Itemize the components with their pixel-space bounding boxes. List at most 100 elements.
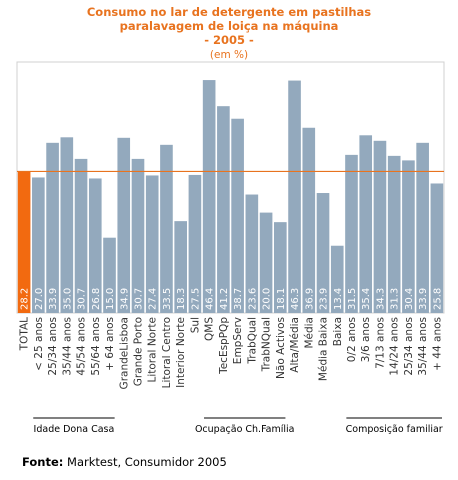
bar (74, 158, 88, 313)
bar-value-label: 27.0 (34, 288, 45, 310)
bar-value-label: 31.3 (390, 288, 401, 310)
source-text: Marktest, Consumidor 2005 (67, 455, 227, 469)
bar (245, 194, 259, 313)
bar-value-label: 18.3 (176, 288, 187, 310)
bar-value-label: 30.4 (404, 288, 415, 310)
category-label: GrandeLisboa (118, 317, 130, 389)
chart-title-line: paralavagem de loiça na máquina (120, 19, 339, 33)
bar-value-label: 18.1 (276, 288, 287, 310)
bar (416, 142, 429, 313)
bar (259, 212, 273, 313)
bar (103, 237, 116, 313)
chart-unit: (em %) (210, 49, 248, 61)
category-label: Litoral Centro (161, 317, 173, 388)
chart-titles: Consumo no lar de detergente em pastilha… (87, 5, 371, 61)
bar (402, 160, 415, 313)
bar-value-label: 27.4 (148, 288, 159, 310)
bar-value-label: 34.9 (119, 288, 130, 310)
category-label: 3/6 anos (360, 317, 372, 362)
bar-value-label: 35.4 (361, 288, 372, 310)
bar (430, 183, 444, 313)
category-label: Baixa (332, 317, 344, 346)
bar (46, 142, 59, 313)
bar-value-label: 23.6 (247, 288, 258, 310)
bar-value-label: 33.9 (418, 288, 429, 310)
bar (316, 193, 330, 313)
category-label: 45/54 anos (76, 317, 88, 376)
group-label: Composição familiar (346, 424, 443, 435)
bar-value-label: 38.7 (233, 288, 244, 310)
category-label: QMS (204, 317, 216, 341)
category-label: 25/34 anos (47, 317, 59, 376)
bar-value-label: 20.0 (262, 288, 273, 310)
category-label: Sul (189, 317, 201, 333)
bar-value-label: 26.8 (91, 288, 102, 310)
bar (32, 177, 45, 313)
category-labels: TOTAL < 25 anos 25/34 anos 35/44 anos 45/54 … (19, 317, 444, 390)
category-label: TrabQual (246, 317, 258, 365)
bar-value-label: 28.2 (20, 288, 31, 310)
bar (88, 178, 102, 313)
category-label: 55/64 anos (90, 317, 102, 376)
category-label: Litoral Norte (147, 317, 159, 383)
category-label: 35/44 anos (417, 317, 429, 376)
bar (231, 118, 244, 313)
bar-value-label: 30.7 (133, 288, 144, 310)
category-label: Interior Norte (175, 317, 187, 388)
bar (217, 106, 230, 314)
bar-value-label: 25.8 (432, 288, 443, 310)
value-labels: 28.2 27.0 33.9 35.0 30.7 26.8 15.0 34.9 30.7 27.4… (20, 288, 444, 310)
category-label: TecEspPQp (218, 317, 230, 375)
bars (17, 80, 444, 314)
bar (359, 135, 373, 313)
chart: Consumo no lar de detergente em pastilha… (16, 5, 445, 435)
bar-value-label: 46.4 (205, 288, 216, 310)
bar (131, 158, 145, 313)
bar (188, 174, 202, 313)
category-label: + 64 anos (104, 317, 116, 371)
bar-value-label: 33.5 (162, 288, 173, 310)
category-label: TOTAL (19, 317, 31, 351)
chart-title-line: Consumo no lar de detergente em pastilha… (87, 5, 371, 19)
bar (373, 140, 387, 313)
bar-value-label: 41.2 (219, 288, 230, 310)
category-label: < 25 anos (33, 317, 45, 371)
category-label: 7/13 anos (374, 317, 386, 369)
group-labels: Idade Dona Casa Ocupação Ch.Família Compos… (33, 417, 443, 435)
category-label: Média (303, 317, 315, 349)
category-label: 14/24 anos (389, 317, 401, 376)
bar (345, 154, 358, 313)
bar (60, 137, 74, 313)
group-label: Idade Dona Casa (34, 424, 115, 435)
bar (302, 127, 316, 313)
source-note: Fonte: Marktest, Consumidor 2005 (22, 455, 227, 469)
bar-value-label: 13.4 (333, 288, 344, 310)
bar (330, 245, 344, 313)
bar-value-label: 15.0 (105, 288, 116, 310)
bar (145, 175, 159, 313)
bar (387, 155, 401, 313)
category-label: + 44 anos (431, 317, 443, 371)
bar (174, 221, 187, 313)
bar (274, 222, 287, 313)
source-label: Fonte: (22, 455, 64, 469)
plot-area (16, 61, 445, 314)
category-label: Grande Porto (132, 317, 144, 386)
bar-value-label: 31.5 (347, 288, 358, 310)
bar-value-label: 35.0 (62, 288, 73, 310)
category-label: 35/44 anos (61, 317, 73, 376)
group-label: Ocupação Ch.Família (195, 424, 295, 435)
bar (160, 144, 173, 313)
bar-value-label: 36.9 (304, 288, 315, 310)
category-label: Alta/Média (289, 317, 301, 373)
chart-title-line: - 2005 - (204, 33, 254, 47)
bar (202, 80, 216, 313)
category-label: TrabNQual (261, 317, 273, 372)
category-label: EmpServ (232, 317, 244, 364)
category-label: 25/34 anos (403, 317, 415, 376)
bar-value-label: 27.5 (190, 288, 201, 310)
bar (117, 137, 131, 313)
category-label: 0/2 anos (346, 317, 358, 362)
bar-value-label: 34.3 (375, 288, 386, 310)
category-label: Média Baixa (318, 317, 330, 381)
